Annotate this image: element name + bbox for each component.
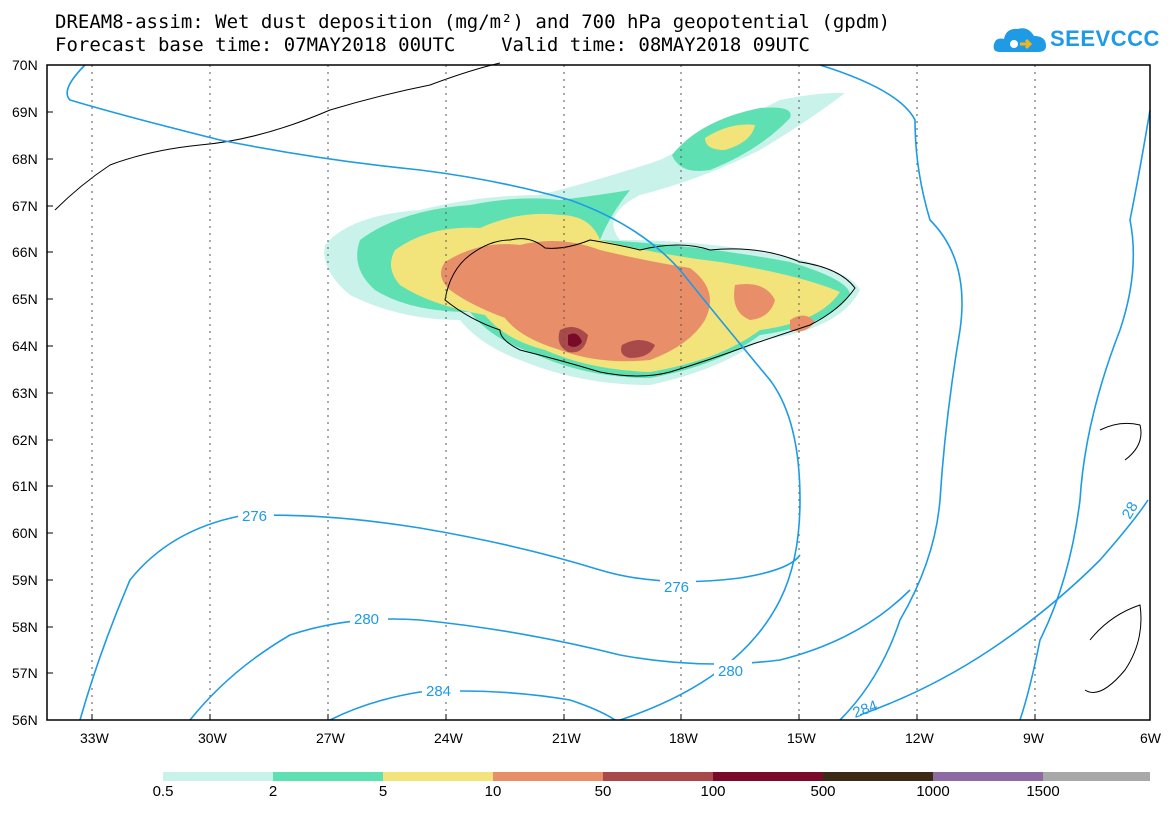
cloud-icon: [993, 28, 1046, 52]
contour-label-280-b: 280: [718, 663, 743, 680]
colorbar-label: 500: [810, 783, 836, 800]
lat-label: 69N: [12, 104, 38, 120]
gridlines: [91, 65, 1036, 720]
lat-label: 61N: [12, 478, 38, 494]
lat-label: 60N: [12, 525, 38, 541]
axis-ticks: [47, 64, 1036, 720]
colorbar-swatch: [603, 772, 713, 781]
contour-label-284-b: 284: [851, 697, 880, 722]
lon-label: 12W: [905, 730, 935, 746]
lon-label: 27W: [316, 730, 346, 746]
colorbar-swatch: [823, 772, 933, 781]
lat-label: 68N: [12, 151, 38, 167]
lat-label: 59N: [12, 572, 38, 588]
contour-label-284-a: 284: [426, 683, 451, 700]
lat-label: 70N: [12, 57, 38, 73]
colorbar-swatch: [493, 772, 603, 781]
colorbar-label: 100: [700, 783, 726, 800]
lat-label: 65N: [12, 291, 38, 307]
lon-label: 9W: [1023, 730, 1045, 746]
latitude-labels: 70N 69N 68N 67N 66N 65N 64N 63N 62N 61N …: [12, 57, 38, 728]
contour-labels: 276 276 280 280 284 284 28: [238, 499, 1142, 722]
lat-label: 58N: [12, 619, 38, 635]
colorbar-label: 50: [594, 783, 612, 800]
lon-label: 6W: [1140, 730, 1162, 746]
lat-label: 62N: [12, 432, 38, 448]
colorbar-swatch: [713, 772, 823, 781]
colorbar-label: 0.5: [152, 783, 174, 800]
lat-label: 63N: [12, 385, 38, 401]
lat-label: 57N: [12, 665, 38, 681]
lat-label: 66N: [12, 244, 38, 260]
colorbar-label: 1500: [1026, 783, 1060, 800]
colorbar-swatch: [163, 772, 273, 781]
lon-label: 15W: [787, 730, 817, 746]
lon-label: 18W: [669, 730, 699, 746]
lat-label: 67N: [12, 198, 38, 214]
lon-label: 30W: [198, 730, 228, 746]
contour-label-28: 28: [1119, 499, 1142, 522]
lon-label: 24W: [434, 730, 464, 746]
contour-label-276-b: 276: [664, 579, 689, 596]
map-title: DREAM8-assim: Wet dust deposition (mg/m²…: [55, 11, 891, 33]
colorbar-label: 10: [484, 783, 502, 800]
map-subtitle-times: Forecast base time: 07MAY2018 00UTC Vali…: [55, 34, 810, 56]
colorbar-label: 2: [268, 783, 278, 800]
map-frame: [46, 64, 1151, 721]
coastlines: [54, 62, 1142, 693]
lat-label: 56N: [12, 712, 38, 728]
seevccc-logo: SEEVCCC: [1050, 26, 1160, 51]
contour-label-280-a: 280: [354, 611, 379, 628]
colorbar-swatch: [1043, 772, 1150, 781]
lon-label: 33W: [80, 730, 110, 746]
lon-label: 21W: [552, 730, 582, 746]
contour-label-276-a: 276: [242, 508, 267, 525]
colorbar-label: 1000: [916, 783, 950, 800]
dust-field: [324, 92, 860, 385]
colorbar-swatch: [383, 772, 493, 781]
lat-label: 64N: [12, 338, 38, 354]
colorbar-swatch: [933, 772, 1043, 781]
colorbar: [163, 772, 1150, 781]
longitude-labels: 33W 30W 27W 24W 21W 18W 15W 12W 9W 6W: [80, 730, 1162, 746]
geopotential-contours: [66, 64, 1151, 721]
colorbar-label: 5: [378, 783, 388, 800]
colorbar-swatch: [273, 772, 383, 781]
